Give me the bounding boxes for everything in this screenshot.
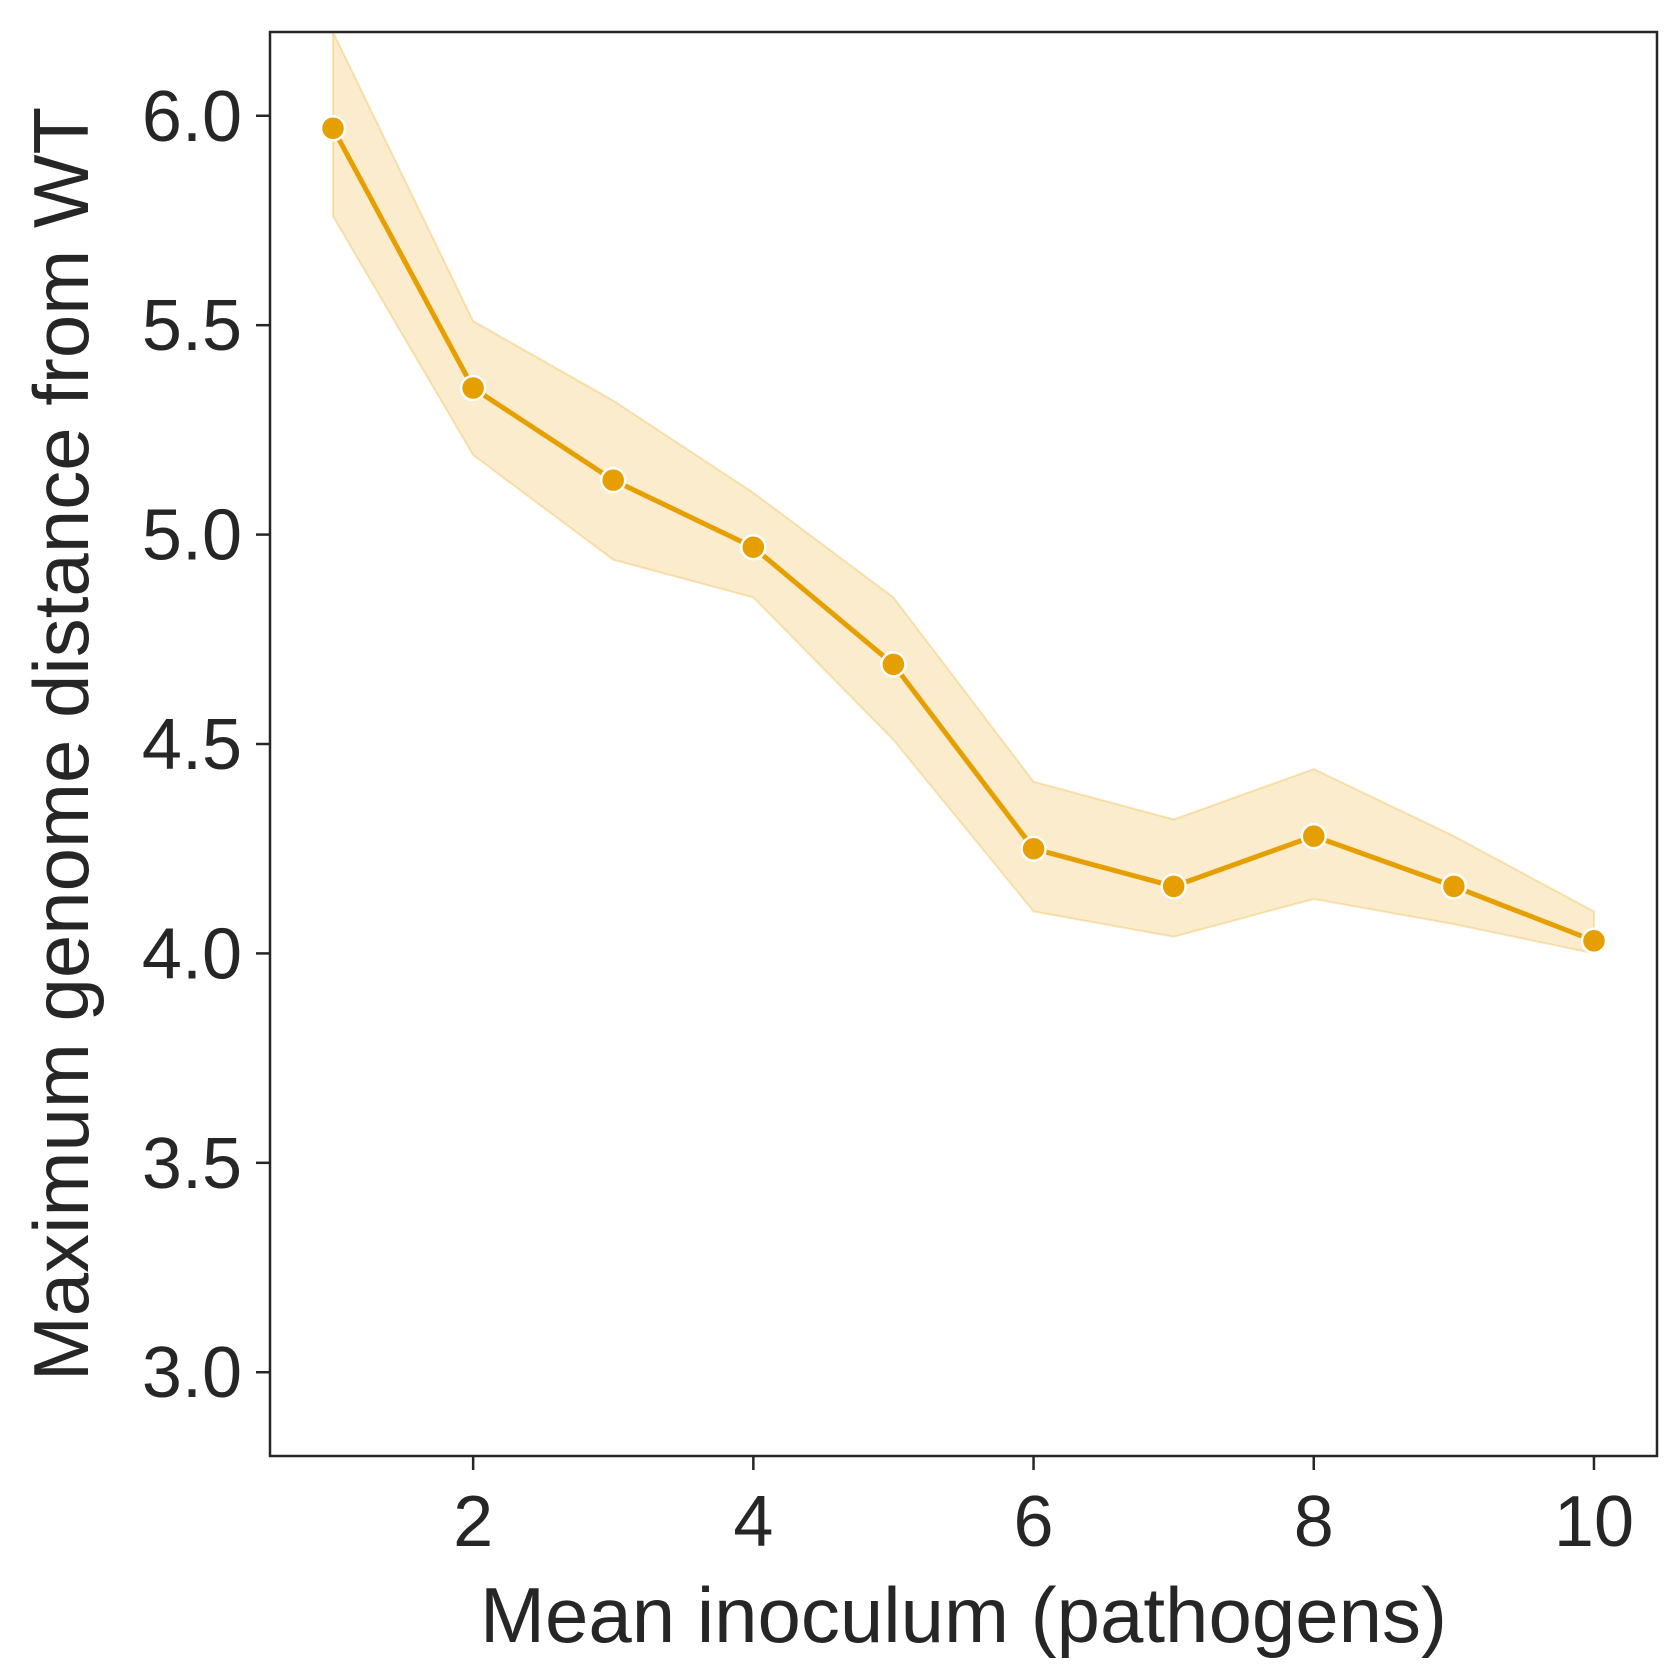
x-ticks: 2 4 6 8 10: [453, 1456, 1634, 1562]
data-point: [1580, 927, 1608, 955]
x-tick-label: 6: [1014, 1482, 1054, 1562]
data-point: [740, 533, 767, 561]
series-line: [330, 127, 1595, 944]
data-point: [1440, 873, 1468, 900]
y-tick-label: 4.0: [142, 914, 242, 994]
data-point: [319, 115, 347, 142]
y-tick-label: 3.5: [142, 1124, 242, 1204]
confidence-band: [332, 31, 1595, 955]
y-tick-label: 6.0: [142, 77, 242, 157]
y-tick-label: 5.0: [142, 496, 242, 576]
data-point: [880, 651, 907, 678]
data-point: [1160, 873, 1187, 900]
x-tick-label: 8: [1294, 1482, 1334, 1562]
x-tick-label: 2: [453, 1482, 493, 1562]
x-axis-label: Mean inoculum (pathogens): [480, 1571, 1447, 1659]
x-tick-label: 4: [733, 1482, 773, 1562]
data-point: [459, 374, 487, 402]
line-layer: [330, 127, 1595, 944]
y-ticks: 3.0 3.5 4.0 4.5 5.0 5.5 6.0: [142, 77, 270, 1413]
point-layer: [319, 115, 1608, 955]
y-tick-label: 4.5: [142, 705, 242, 785]
data-point: [599, 466, 627, 494]
y-tick-label: 5.5: [142, 286, 242, 366]
y-tick-label: 3.0: [142, 1333, 242, 1413]
confidence-band-layer: [332, 31, 1595, 955]
x-tick-label: 10: [1554, 1482, 1634, 1562]
data-point: [1020, 835, 1047, 862]
y-axis-label: Maximum genome distance from WT: [17, 107, 105, 1381]
data-point: [1300, 822, 1328, 850]
